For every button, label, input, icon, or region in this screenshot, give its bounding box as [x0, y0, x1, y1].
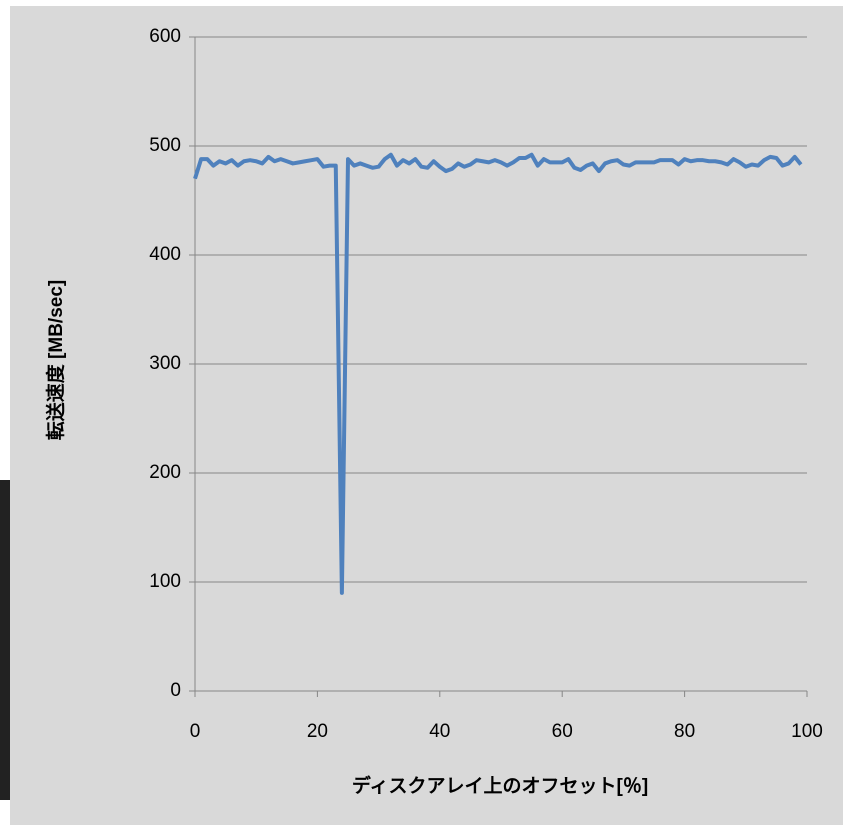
y-tick-label: 500 — [149, 135, 181, 156]
chart-area — [10, 6, 843, 825]
y-tick-label: 100 — [149, 571, 181, 592]
y-tick-label: 200 — [149, 462, 181, 483]
x-axis-title: ディスクアレイ上のオフセット[％] — [352, 774, 648, 797]
x-tick-label: 20 — [307, 721, 328, 742]
y-tick-label: 0 — [170, 680, 181, 701]
page: {"chart_data": {"type": "line", "xlabel"… — [0, 0, 843, 831]
x-tick-label: 60 — [552, 721, 573, 742]
x-tick-label: 0 — [190, 721, 201, 742]
y-tick-label: 300 — [149, 353, 181, 374]
y-tick-label: 400 — [149, 244, 181, 265]
y-axis-title: 転送速度 [MB/sec] — [44, 280, 67, 440]
x-tick-label: 40 — [429, 721, 450, 742]
x-tick-label: 100 — [791, 721, 823, 742]
y-tick-label: 600 — [149, 26, 181, 47]
chart: ディスクアレイ上のオフセット[％] 転送速度 [MB/sec] 01002003… — [0, 0, 843, 831]
x-tick-label: 80 — [674, 721, 695, 742]
